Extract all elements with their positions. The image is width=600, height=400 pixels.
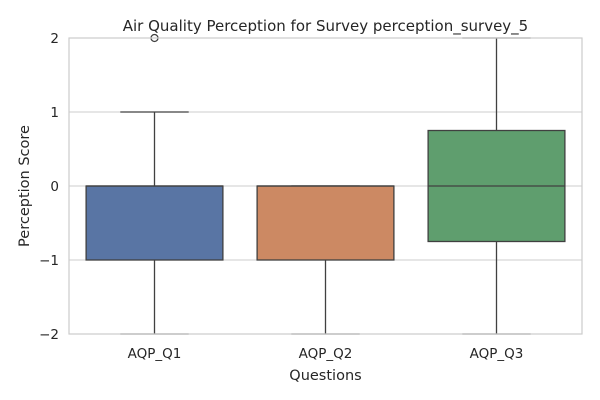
x-tick-label: AQP_Q1 xyxy=(128,346,182,362)
box-AQP_Q1 xyxy=(85,185,224,261)
box-AQP_Q2 xyxy=(256,185,395,261)
chart-title: Air Quality Perception for Survey percep… xyxy=(123,17,528,36)
y-tick-label: 2 xyxy=(50,31,59,47)
y-tick-label: 0 xyxy=(50,179,59,195)
box-series xyxy=(85,33,566,335)
y-tick-labels: −2 −1 0 1 2 xyxy=(39,31,59,343)
y-tick-label: 1 xyxy=(50,105,59,121)
y-tick-label: −2 xyxy=(39,327,59,343)
x-tick-label: AQP_Q3 xyxy=(470,346,524,362)
x-tick-label: AQP_Q2 xyxy=(299,346,353,362)
x-tick-labels: AQP_Q1 AQP_Q2 AQP_Q3 xyxy=(128,346,524,362)
y-axis-label: Perception Score xyxy=(17,125,33,247)
y-tick-label: −1 xyxy=(39,253,59,269)
x-axis-label: Questions xyxy=(289,368,361,384)
plot-frame xyxy=(68,37,583,335)
